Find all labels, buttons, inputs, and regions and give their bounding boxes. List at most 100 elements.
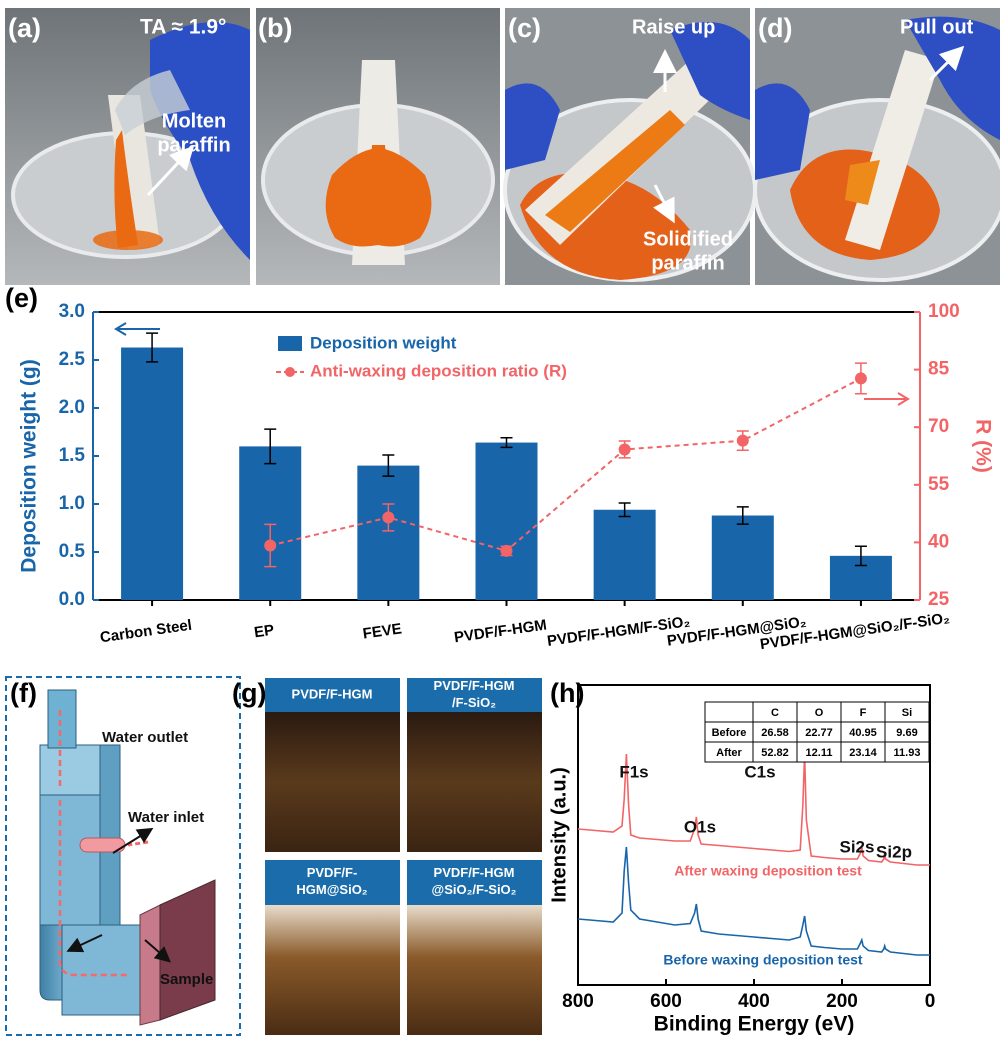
x-tick-label: FEVE — [362, 620, 403, 642]
error-bar — [736, 506, 749, 525]
x-tick-label: 800 — [562, 991, 594, 1012]
ratio-point — [264, 539, 277, 552]
panel-label: (c) — [508, 13, 541, 43]
error-bar — [264, 428, 277, 465]
spectrum-line — [577, 846, 930, 956]
annotation: Molten — [162, 110, 226, 132]
table-cell: 9.69 — [896, 727, 917, 739]
table-cell: 52.82 — [761, 747, 789, 759]
x-tick-label: 400 — [738, 991, 770, 1012]
x-tick-label: PVDF/F-HGM — [453, 617, 548, 647]
annotation: Solidified — [643, 228, 733, 250]
bar — [121, 347, 184, 600]
y-tick-label: 0.0 — [59, 589, 85, 610]
table-frame — [704, 701, 930, 763]
y2-tick-label: 40 — [928, 531, 949, 552]
x-axis-title: Binding Energy (eV) — [654, 1013, 855, 1036]
y-axis-title: Deposition weight (g) — [18, 359, 41, 572]
panel-label: (e) — [5, 283, 38, 313]
photo-d — [753, 8, 1000, 285]
ratio-point — [854, 372, 867, 385]
table-header: C — [771, 707, 779, 719]
error-bar — [854, 545, 867, 567]
error-bar — [618, 502, 631, 518]
table-cell: 40.95 — [849, 727, 877, 739]
legend-swatch — [278, 336, 302, 351]
table-row-label: After — [716, 747, 742, 759]
y2-tick-label: 70 — [928, 416, 949, 437]
legend-label: Anti-waxing deposition ratio (R) — [310, 361, 567, 380]
axis-arrow — [114, 322, 160, 336]
peak-label: O1s — [684, 817, 716, 836]
y-tick-label: 2.0 — [59, 397, 85, 418]
table-cell: 26.58 — [761, 727, 789, 739]
ratio-point — [618, 443, 631, 456]
bar — [711, 515, 774, 600]
peak-label: Si2p — [876, 842, 912, 861]
spectrum-line — [577, 753, 930, 866]
annotation: Sample — [160, 971, 213, 988]
table-header: O — [815, 707, 824, 719]
y2-tick-label: 100 — [928, 301, 960, 322]
panel-label: (g) — [232, 678, 266, 708]
error-bar — [146, 332, 159, 363]
tile-label: /F-SiO₂ — [452, 695, 496, 710]
y2-tick-label: 55 — [928, 474, 950, 495]
annotation: Pull out — [900, 16, 974, 38]
ratio-point — [736, 434, 749, 447]
y2-tick-label: 25 — [928, 589, 950, 610]
table-row-label: Before — [712, 727, 747, 739]
annotation: TA ≈ 1.9° — [140, 16, 226, 39]
y2-tick-label: 85 — [928, 359, 950, 380]
ratio-point — [382, 511, 395, 524]
panel-label: (d) — [758, 13, 792, 43]
table-header: Si — [902, 707, 912, 719]
y2-axis-title: R (%) — [971, 419, 994, 473]
photo-b — [256, 8, 500, 285]
tile-label: PVDF/F- — [307, 865, 358, 880]
table-cell: 11.93 — [894, 747, 921, 759]
annotation: paraffin — [157, 134, 230, 156]
diagram-f — [5, 676, 241, 1036]
ratio-point — [500, 544, 513, 557]
table-header: F — [860, 707, 867, 719]
axis-arrow — [864, 392, 910, 406]
error-bar — [382, 454, 395, 477]
series-label: After waxing deposition test — [674, 863, 862, 879]
peak-label: C1s — [744, 762, 775, 781]
annotation: Raise up — [632, 16, 715, 38]
table-cell: 22.77 — [805, 727, 833, 739]
tile-label: PVDF/F-HGM — [292, 686, 373, 701]
x-tick-label: Carbon Steel — [99, 617, 193, 647]
error-bar — [500, 437, 513, 449]
tile-label: @SiO₂/F-SiO₂ — [432, 882, 517, 897]
panel-label: (b) — [258, 13, 292, 43]
tile-label: PVDF/F-HGM — [434, 678, 515, 693]
x-tick-label: 600 — [650, 991, 682, 1012]
legend-label: Deposition weight — [310, 333, 457, 352]
panel-label: (h) — [550, 678, 584, 708]
peak-label: F1s — [619, 762, 648, 781]
photos-g — [265, 678, 542, 1035]
y-tick-label: 3.0 — [59, 301, 85, 322]
tile-label: HGM@SiO₂ — [296, 882, 367, 897]
tile-label: PVDF/F-HGM — [434, 865, 515, 880]
y-tick-label: 1.0 — [59, 493, 85, 514]
y-tick-label: 0.5 — [59, 541, 86, 562]
annotation: Water outlet — [102, 729, 188, 746]
annotation: Water inlet — [128, 809, 204, 826]
x-tick-label: 0 — [925, 991, 936, 1012]
legend-swatch — [285, 367, 295, 377]
y-tick-label: 1.5 — [59, 445, 86, 466]
y-axis-title: Intensity (a.u.) — [548, 767, 570, 903]
ratio-line — [269, 377, 862, 552]
x-tick-label: 200 — [826, 991, 858, 1012]
bar — [475, 442, 538, 600]
x-tick-label: EP — [253, 622, 275, 642]
photo-c — [503, 8, 757, 285]
panel-label: (a) — [8, 13, 41, 43]
bar — [239, 446, 302, 600]
panel-label: (f) — [10, 678, 37, 708]
table-cell: 12.11 — [806, 747, 833, 759]
